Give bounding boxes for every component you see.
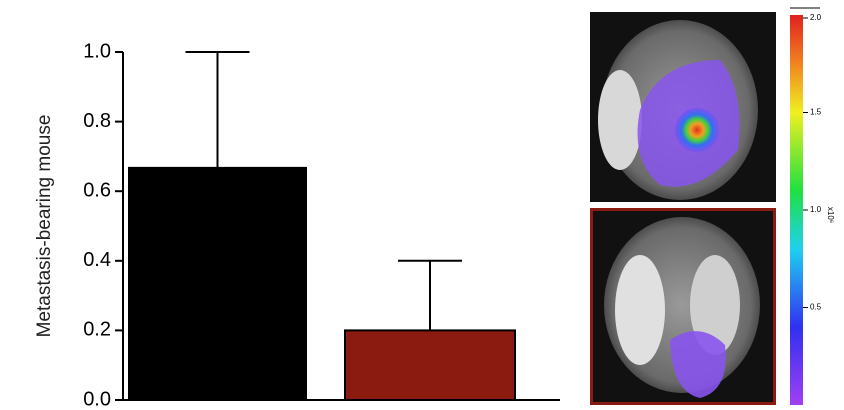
y-tick-label: 0.2 — [83, 319, 111, 341]
figure: x10⁶ Metastasis-bearing mouse 0.0 0.2 0.4 0… — [0, 0, 844, 410]
colorbar-tick-label: 2.0 — [810, 13, 822, 22]
colorbar-label: x10⁶ — [826, 207, 835, 223]
y-tick-label: 0.8 — [83, 110, 111, 132]
error-bar — [398, 261, 462, 331]
colorbar — [790, 15, 803, 405]
error-bar — [186, 52, 250, 168]
y-tick-label: 0.4 — [83, 249, 111, 271]
y-axis-title: Metastasis-bearing mouse — [34, 115, 55, 338]
colorbar-tick-label: 1.0 — [810, 205, 822, 214]
y-tick-label: 0.6 — [83, 179, 111, 201]
image-bottom — [592, 210, 775, 404]
colorbar-tick-label: 1.5 — [810, 108, 822, 117]
bar — [345, 330, 515, 400]
y-tick-label: 0.0 — [83, 388, 111, 410]
bar — [129, 168, 306, 400]
colorbar-tick-label: 0.5 — [810, 303, 822, 312]
y-tick-label: 1.0 — [83, 40, 111, 62]
image-top — [590, 12, 776, 202]
